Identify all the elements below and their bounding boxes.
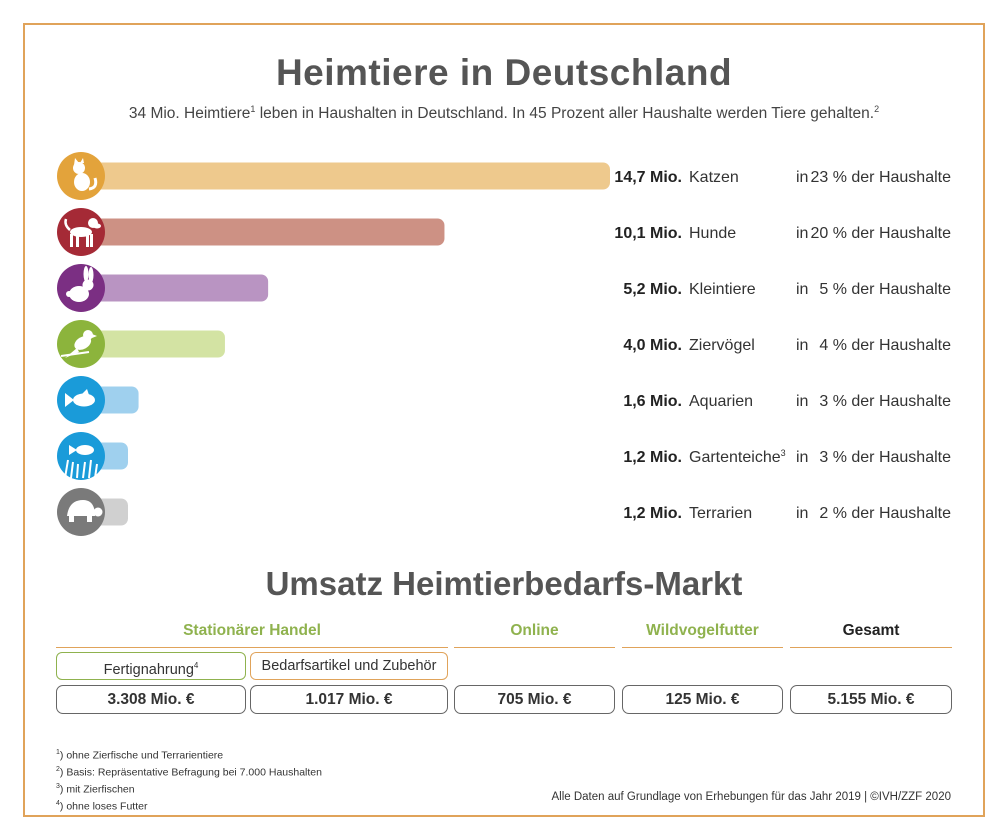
icon-circle-6 — [57, 432, 105, 480]
column-wildbird: Wildvogelfutter — [622, 622, 783, 648]
footnote-4: 4) ohne loses Futter — [56, 800, 148, 813]
household-label: 3 % der Haushalte — [819, 449, 951, 466]
turtle-icon — [67, 500, 103, 522]
amount-online: 705 Mio. € — [454, 685, 615, 714]
household-prefix: in — [796, 393, 808, 410]
footnote-3: 3) mit Zierfischen — [56, 783, 135, 796]
category-sup: 3 — [781, 448, 786, 458]
chart-title: Heimtiere in Deutschland — [275, 52, 733, 93]
value-label: 5,2 Mio. — [623, 281, 682, 298]
frame-border — [23, 23, 985, 817]
amount-gesamt: 5.155 Mio. € — [790, 685, 952, 714]
pet-bar-chart: 14,7 Mio. Katzen in 23 % der Haushalte10,1 … — [57, 152, 951, 536]
chart-subtitle: 34 Mio. Heimtiere1 leben in Haushalten i… — [128, 104, 880, 123]
household-prefix: in — [796, 505, 808, 522]
category-label: Gartenteiche3 — [689, 448, 786, 466]
footnote-1: 1) ohne Zierfische und Terrarientiere — [56, 749, 224, 762]
household-prefix: in — [796, 169, 808, 186]
bar-kleintiere — [81, 274, 269, 302]
amount-bedarfsartikel: 1.017 Mio. € — [250, 685, 448, 714]
category-label: Ziervögel — [689, 337, 755, 354]
household-prefix: in — [796, 225, 808, 242]
amount-wildvogelfutter: 125 Mio. € — [622, 685, 783, 714]
cat-icon — [73, 158, 98, 191]
value-label: 4,0 Mio. — [623, 337, 682, 354]
sub-bedarfsartikel: Bedarfsartikel und Zubehör — [250, 652, 448, 680]
value-label: 10,1 Mio. — [614, 225, 682, 242]
household-prefix: in — [796, 449, 808, 466]
column-total: Gesamt — [790, 622, 952, 648]
category-label: Aquarien — [689, 393, 753, 410]
bar-ziervögel — [81, 330, 225, 358]
rabbit-icon — [66, 266, 94, 302]
footnotes: 1) ohne Zierfische und Terrarientiere 2)… — [56, 746, 322, 814]
fish-icon — [65, 389, 95, 407]
household-label: 5 % der Haushalte — [819, 281, 951, 298]
value-label: 14,7 Mio. — [614, 169, 682, 186]
amount-fertignahrung: 3.308 Mio. € — [56, 685, 246, 714]
household-label: 23 % der Haushalte — [810, 169, 951, 186]
footnote-2: 2) Basis: Repräsentative Befragung bei 7… — [56, 766, 322, 779]
sub-fertignahrung: Fertignahrung4 — [56, 652, 246, 680]
household-label: 2 % der Haushalte — [819, 505, 951, 522]
pond-fish-icon — [64, 445, 98, 479]
column-online: Online — [454, 622, 615, 648]
bird-icon — [60, 330, 97, 358]
category-label: Hunde — [689, 225, 736, 242]
household-label: 4 % der Haushalte — [819, 337, 951, 354]
household-prefix: in — [796, 281, 808, 298]
bar-katzen — [81, 162, 610, 190]
value-label: 1,2 Mio. — [623, 505, 682, 522]
column-stationary: Stationärer Handel — [56, 622, 448, 648]
household-label: 3 % der Haushalte — [819, 393, 951, 410]
value-label: 1,6 Mio. — [623, 393, 682, 410]
source-note: Alle Daten auf Grundlage von Erhebungen … — [551, 791, 951, 803]
bar-hunde — [81, 218, 445, 246]
category-label: Terrarien — [689, 505, 752, 522]
household-prefix: in — [796, 337, 808, 354]
category-label: Katzen — [689, 169, 739, 186]
category-label: Kleintiere — [689, 281, 756, 298]
market-title: Umsatz Heimtierbedarfs-Markt — [265, 565, 743, 602]
household-label: 20 % der Haushalte — [810, 225, 951, 242]
dog-icon — [64, 218, 101, 247]
value-label: 1,2 Mio. — [623, 449, 682, 466]
